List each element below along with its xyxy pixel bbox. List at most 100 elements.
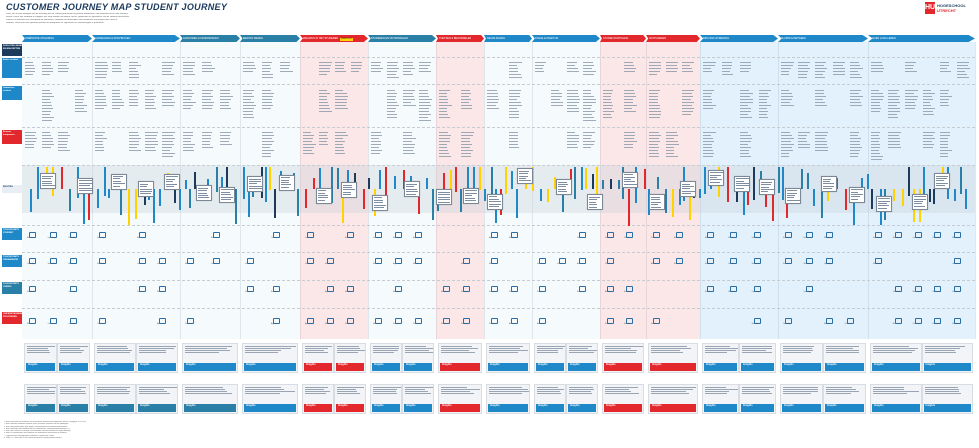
touchpoint-label: Mail <box>824 324 827 325</box>
note-text-line <box>403 132 413 133</box>
note-text-line <box>201 132 212 133</box>
footnote-line: 8. Versie 1.0 - deze kaart is een levend… <box>4 437 62 440</box>
note-text-line <box>183 99 191 100</box>
note-text-line <box>419 71 431 72</box>
sticky-text-line <box>558 181 567 183</box>
note-text-line <box>261 62 272 63</box>
touchpoint-icon <box>539 258 546 264</box>
sticky-text-line <box>651 201 661 203</box>
touchpoint-label: Website <box>751 264 758 265</box>
note-text-line <box>243 93 253 94</box>
phase-12[interactable]: DIPLOMA UITREIKING <box>700 35 778 42</box>
footnote-line: 4. Bron: workshops met medewerkers van s… <box>4 427 71 430</box>
note-text-line <box>682 105 692 106</box>
note-text-line <box>939 150 953 151</box>
phase-6[interactable]: STUDEREN EN ONTWIKKELEN <box>368 35 436 42</box>
insight-heading: Insights <box>304 404 332 412</box>
journey-note <box>280 60 293 75</box>
insight-text-line <box>139 393 171 395</box>
phase-1[interactable]: ORIËNTATIE OPLEIDING <box>22 35 92 42</box>
note-text-line <box>849 105 863 106</box>
note-text-line <box>682 114 691 115</box>
note-text-line <box>403 105 416 106</box>
note-text-line <box>41 132 50 133</box>
touchpoint-label: Alumni <box>577 264 582 265</box>
phase-label: STUDIEVOORTGANG <box>603 37 629 40</box>
note-text-line <box>335 135 348 136</box>
touchpoint-icon <box>395 318 402 324</box>
note-text-line <box>535 62 547 63</box>
phase-9[interactable]: STAGE & PRAKTIJK <box>532 35 600 42</box>
emotion-bar <box>861 178 863 189</box>
insight-card: Insights <box>182 343 238 373</box>
insight-text-line <box>924 388 960 390</box>
note-text-line <box>603 105 613 106</box>
phase-14[interactable]: LEVEN LANG LEREN <box>868 35 975 42</box>
insight-text-line <box>873 386 904 388</box>
note-text-line <box>939 93 949 94</box>
note-text-line <box>25 135 35 136</box>
journey-note <box>439 88 452 120</box>
sticky-text-line <box>651 206 661 208</box>
insight-text-line <box>783 347 812 349</box>
note-text-line <box>849 65 861 66</box>
touchpoint-icon <box>99 258 106 264</box>
note-text-line <box>781 141 792 142</box>
emotion-sticky-note <box>785 187 801 204</box>
note-text-line <box>740 156 752 157</box>
note-text-line <box>781 74 790 75</box>
phase-11[interactable]: AFSTUDEREN <box>646 35 700 42</box>
note-text-line <box>703 99 712 100</box>
touchpoint-icon <box>463 286 470 292</box>
phase-13[interactable]: ALUMNI & NETWERK <box>778 35 868 42</box>
note-text-line <box>201 144 211 145</box>
phase-4[interactable]: EERSTE WEKEN <box>240 35 300 42</box>
touchpoint-label: Docent <box>461 292 467 293</box>
emotion-bar <box>765 189 767 208</box>
emotion-sticky-note <box>279 174 295 191</box>
note-text-line <box>849 150 860 151</box>
insight-card: Insights <box>182 384 238 414</box>
note-text-line <box>665 135 679 136</box>
touchpoint-icon <box>247 286 254 292</box>
phase-2[interactable]: AANMELDEN & INSCHRIJVEN <box>92 35 180 42</box>
note-text-line <box>798 77 808 78</box>
insight-text-line <box>185 391 227 392</box>
sticky-text-line <box>113 180 122 182</box>
touchpoint-icon <box>49 318 57 324</box>
emotion-bar <box>274 189 276 219</box>
note-text-line <box>25 71 36 72</box>
phase-10[interactable]: STUDIEVOORTGANG <box>600 35 646 42</box>
note-text-line <box>703 105 716 106</box>
phase-3[interactable]: AANKOMEN & KENNISMAKEN <box>180 35 240 42</box>
phase-5[interactable]: WEGWIJS IN HET STUDEREN KNELPUNT <box>300 35 368 42</box>
note-text-line <box>740 150 749 151</box>
note-text-line <box>624 62 634 63</box>
touchpoint-icon <box>395 258 402 264</box>
note-text-line <box>509 114 520 115</box>
note-text-line <box>603 111 614 112</box>
intro-text: Doel: het in kaart brengen van de ervari… <box>6 13 626 25</box>
note-text-line <box>781 65 794 66</box>
emotion-bar <box>747 189 749 205</box>
touchpoint-icon <box>826 258 833 264</box>
sticky-text-line <box>736 185 749 187</box>
insight-text-line <box>873 388 905 390</box>
touchpoint-label: Canvas <box>305 264 311 265</box>
insight-text-line <box>569 386 593 388</box>
note-text-line <box>682 108 694 109</box>
note-text-line <box>509 99 518 100</box>
touchpoint-icon <box>753 258 761 264</box>
phase-7[interactable]: TOETSEN & BEOORDELEN <box>436 35 484 42</box>
touchpoint-icon <box>307 258 314 264</box>
note-text-line <box>183 132 194 133</box>
note-text-line <box>939 141 949 142</box>
sticky-text-line <box>318 199 326 201</box>
touchpoint-label: Open dag <box>27 264 35 265</box>
journey-note <box>758 88 772 118</box>
note-text-line <box>111 102 124 103</box>
journey-note <box>740 88 753 118</box>
note-text-line <box>371 141 382 142</box>
insight-heading: Insights <box>872 363 920 371</box>
phase-8[interactable]: KEUZE MAKEN <box>484 35 532 42</box>
